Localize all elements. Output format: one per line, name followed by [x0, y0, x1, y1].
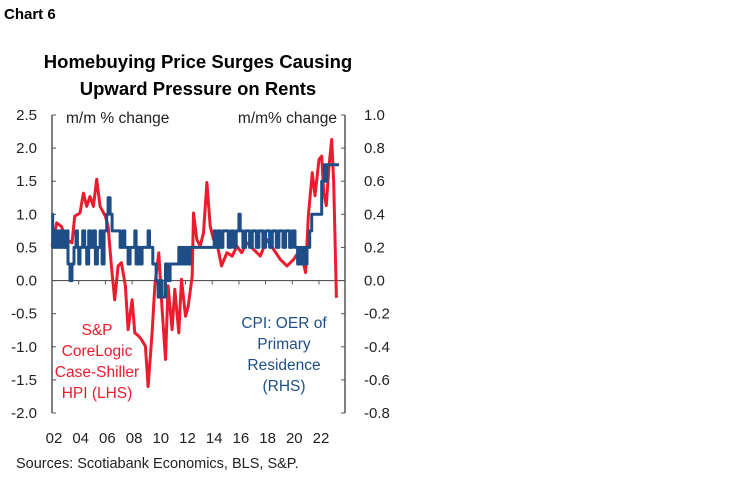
right-tick-label: 0.4: [364, 206, 385, 223]
right-tick-label: 0.8: [364, 140, 385, 157]
right-tick-label: 0.0: [364, 273, 385, 290]
left-tick-label: 0.0: [16, 273, 37, 290]
x-tick-label: 06: [99, 430, 116, 447]
series-line-oer: [51, 163, 339, 299]
annotation-oer-label: Primary: [257, 336, 311, 353]
x-tick-label: 14: [206, 430, 223, 447]
right-tick-label: -0.6: [364, 372, 390, 389]
x-tick-label: 16: [233, 430, 250, 447]
annotation-hpi-label: HPI (LHS): [62, 385, 133, 402]
chart-title-line-2: Upward Pressure on Rents: [79, 78, 317, 99]
right-tick-label: -0.8: [364, 405, 390, 422]
annotation-oer-label: (RHS): [262, 378, 305, 395]
right-tick-label: 1.0: [364, 107, 385, 124]
x-tick-label: 04: [72, 430, 89, 447]
chart-number: Chart 6: [4, 6, 56, 23]
left-tick-label: 2.0: [16, 140, 37, 157]
left-axis-label: m/m % change: [66, 110, 169, 127]
x-tick-label: 10: [152, 430, 169, 447]
x-tick-label: 20: [286, 430, 303, 447]
left-tick-label: -0.5: [11, 306, 37, 323]
right-tick-label: 0.6: [364, 173, 385, 190]
right-tick-label: -0.4: [364, 339, 390, 356]
annotation-oer-label: Residence: [247, 357, 320, 374]
right-axis-label: m/m% change: [238, 110, 337, 127]
sources-note: Sources: Scotiabank Economics, BLS, S&P.: [16, 456, 299, 472]
right-tick-label: -0.2: [364, 306, 390, 323]
left-tick-label: -1.5: [11, 372, 37, 389]
left-tick-label: -2.0: [11, 405, 37, 422]
right-tick-label: 0.2: [364, 239, 385, 256]
left-tick-label: 1.5: [16, 173, 37, 190]
annotation-hpi-label: S&P: [81, 322, 112, 339]
left-tick-label: -1.0: [11, 339, 37, 356]
left-tick-label: 2.5: [16, 107, 37, 124]
x-tick-label: 08: [126, 430, 143, 447]
x-tick-label: 02: [46, 430, 63, 447]
chart-title: Homebuying Price Surges Causing Upward P…: [20, 48, 376, 102]
annotation-hpi-label: CoreLogic: [62, 343, 133, 360]
left-tick-label: 0.5: [16, 239, 37, 256]
x-tick-label: 22: [313, 430, 330, 447]
annotation-oer-label: CPI: OER of: [241, 315, 327, 332]
left-tick-label: 1.0: [16, 206, 37, 223]
x-tick-label: 18: [259, 430, 276, 447]
chart-title-line-1: Homebuying Price Surges Causing: [43, 51, 353, 72]
annotation-hpi-label: Case-Shiller: [55, 364, 139, 381]
x-tick-label: 12: [179, 430, 196, 447]
